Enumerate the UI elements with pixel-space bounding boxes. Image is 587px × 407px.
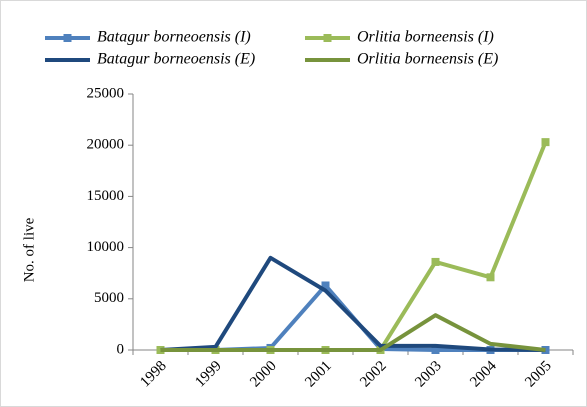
legend-marker: [323, 34, 332, 42]
y-tick-label: 5000: [94, 290, 124, 306]
legend-marker: [63, 34, 72, 42]
point-marker: [541, 138, 550, 147]
point-marker: [486, 273, 495, 282]
y-tick-label: 25000: [87, 85, 125, 101]
legend-text: Batagur borneoensis (I): [97, 29, 251, 46]
legend-text: Orlitia borneensis (I): [357, 29, 494, 46]
series-line: [160, 255, 546, 352]
y-tick-label: 10000: [87, 239, 125, 255]
y-tick-label: 20000: [87, 137, 125, 153]
legend-text: Orlitia borneensis (E): [357, 51, 498, 68]
point-marker: [431, 257, 440, 266]
series-line: [160, 313, 546, 352]
y-tick-label: 0: [117, 341, 125, 357]
y-axis-label: No. of live: [21, 217, 37, 282]
y-tick-label: 15000: [87, 188, 125, 204]
point-marker: [431, 346, 440, 354]
legend-text: Batagur borneoensis (E): [97, 51, 255, 68]
point-marker: [321, 281, 330, 290]
